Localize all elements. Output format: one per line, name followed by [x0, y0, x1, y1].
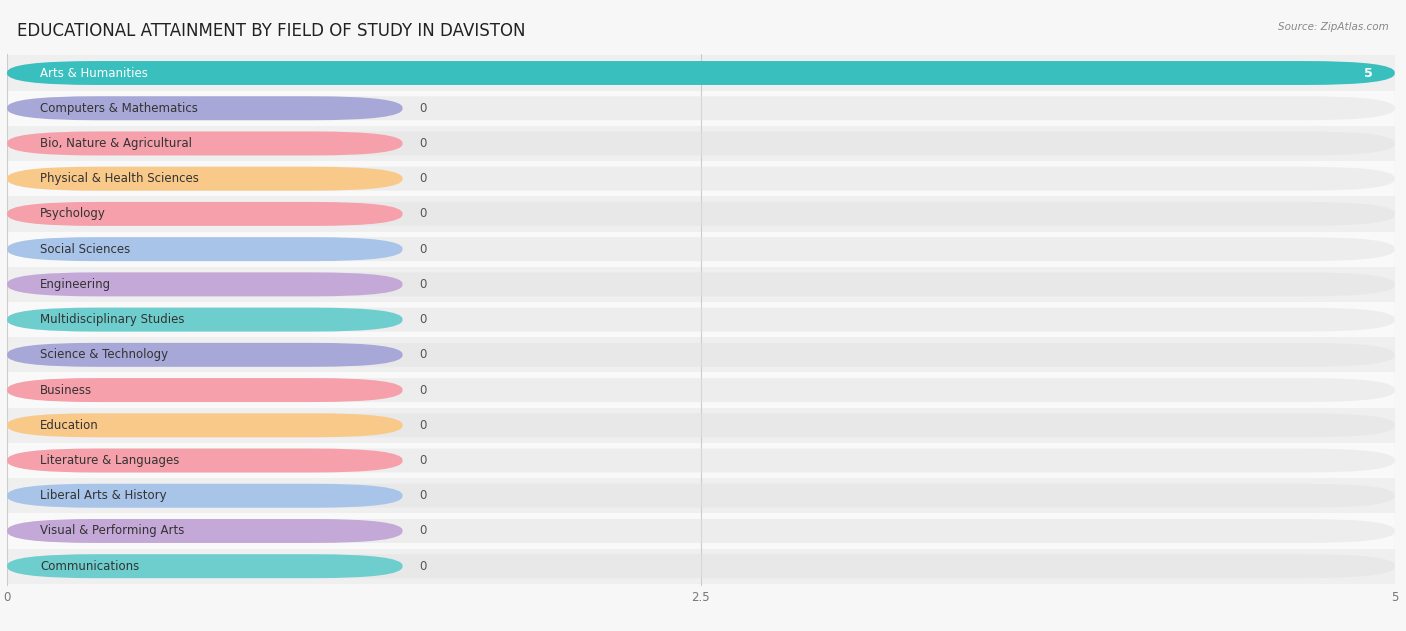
FancyBboxPatch shape [7, 237, 1395, 261]
Bar [7, 196, 1395, 232]
Text: Psychology: Psychology [41, 208, 107, 220]
Text: 0: 0 [419, 419, 426, 432]
Bar [7, 232, 1395, 267]
Text: Visual & Performing Arts: Visual & Performing Arts [41, 524, 184, 538]
Bar [7, 443, 1395, 478]
Text: EDUCATIONAL ATTAINMENT BY FIELD OF STUDY IN DAVISTON: EDUCATIONAL ATTAINMENT BY FIELD OF STUDY… [17, 22, 526, 40]
Text: Physical & Health Sciences: Physical & Health Sciences [41, 172, 200, 185]
Text: Education: Education [41, 419, 98, 432]
Bar [7, 372, 1395, 408]
Bar [7, 161, 1395, 196]
Text: 0: 0 [419, 278, 426, 291]
FancyBboxPatch shape [7, 167, 1395, 191]
Text: 0: 0 [419, 313, 426, 326]
FancyBboxPatch shape [7, 413, 1395, 437]
FancyBboxPatch shape [7, 519, 1395, 543]
FancyBboxPatch shape [7, 61, 1395, 85]
FancyBboxPatch shape [7, 131, 1395, 155]
FancyBboxPatch shape [7, 449, 402, 473]
Text: 0: 0 [419, 489, 426, 502]
Text: 0: 0 [419, 137, 426, 150]
FancyBboxPatch shape [7, 343, 402, 367]
Text: Communications: Communications [41, 560, 139, 573]
FancyBboxPatch shape [7, 273, 402, 297]
Text: Engineering: Engineering [41, 278, 111, 291]
FancyBboxPatch shape [7, 97, 402, 121]
FancyBboxPatch shape [7, 308, 402, 331]
FancyBboxPatch shape [7, 202, 402, 226]
FancyBboxPatch shape [7, 413, 402, 437]
Text: 0: 0 [419, 524, 426, 538]
Text: Multidisciplinary Studies: Multidisciplinary Studies [41, 313, 184, 326]
Bar [7, 514, 1395, 548]
Text: Bio, Nature & Agricultural: Bio, Nature & Agricultural [41, 137, 193, 150]
FancyBboxPatch shape [7, 519, 402, 543]
FancyBboxPatch shape [7, 378, 1395, 402]
Text: Computers & Mathematics: Computers & Mathematics [41, 102, 198, 115]
Text: 0: 0 [419, 172, 426, 185]
Text: Business: Business [41, 384, 93, 396]
Bar [7, 56, 1395, 91]
Text: Arts & Humanities: Arts & Humanities [41, 66, 148, 80]
Text: Social Sciences: Social Sciences [41, 243, 131, 256]
Text: 0: 0 [419, 102, 426, 115]
Text: 0: 0 [419, 243, 426, 256]
FancyBboxPatch shape [7, 484, 402, 508]
FancyBboxPatch shape [7, 97, 1395, 121]
Bar [7, 302, 1395, 337]
Bar [7, 548, 1395, 584]
Text: Source: ZipAtlas.com: Source: ZipAtlas.com [1278, 22, 1389, 32]
Bar [7, 408, 1395, 443]
Bar [7, 91, 1395, 126]
Text: 0: 0 [419, 560, 426, 573]
FancyBboxPatch shape [7, 449, 1395, 473]
FancyBboxPatch shape [7, 131, 402, 155]
Text: 0: 0 [419, 384, 426, 396]
FancyBboxPatch shape [7, 554, 1395, 578]
FancyBboxPatch shape [7, 202, 1395, 226]
FancyBboxPatch shape [7, 273, 1395, 297]
Text: 0: 0 [419, 208, 426, 220]
Bar [7, 126, 1395, 161]
FancyBboxPatch shape [7, 237, 402, 261]
FancyBboxPatch shape [7, 343, 1395, 367]
Text: Liberal Arts & History: Liberal Arts & History [41, 489, 167, 502]
FancyBboxPatch shape [7, 554, 402, 578]
Bar [7, 337, 1395, 372]
Bar [7, 267, 1395, 302]
FancyBboxPatch shape [7, 308, 1395, 331]
Text: 0: 0 [419, 454, 426, 467]
Text: 0: 0 [419, 348, 426, 362]
Bar [7, 478, 1395, 514]
FancyBboxPatch shape [7, 378, 402, 402]
Text: Science & Technology: Science & Technology [41, 348, 169, 362]
Text: 5: 5 [1364, 66, 1372, 80]
FancyBboxPatch shape [7, 167, 402, 191]
Text: Literature & Languages: Literature & Languages [41, 454, 180, 467]
FancyBboxPatch shape [7, 484, 1395, 508]
